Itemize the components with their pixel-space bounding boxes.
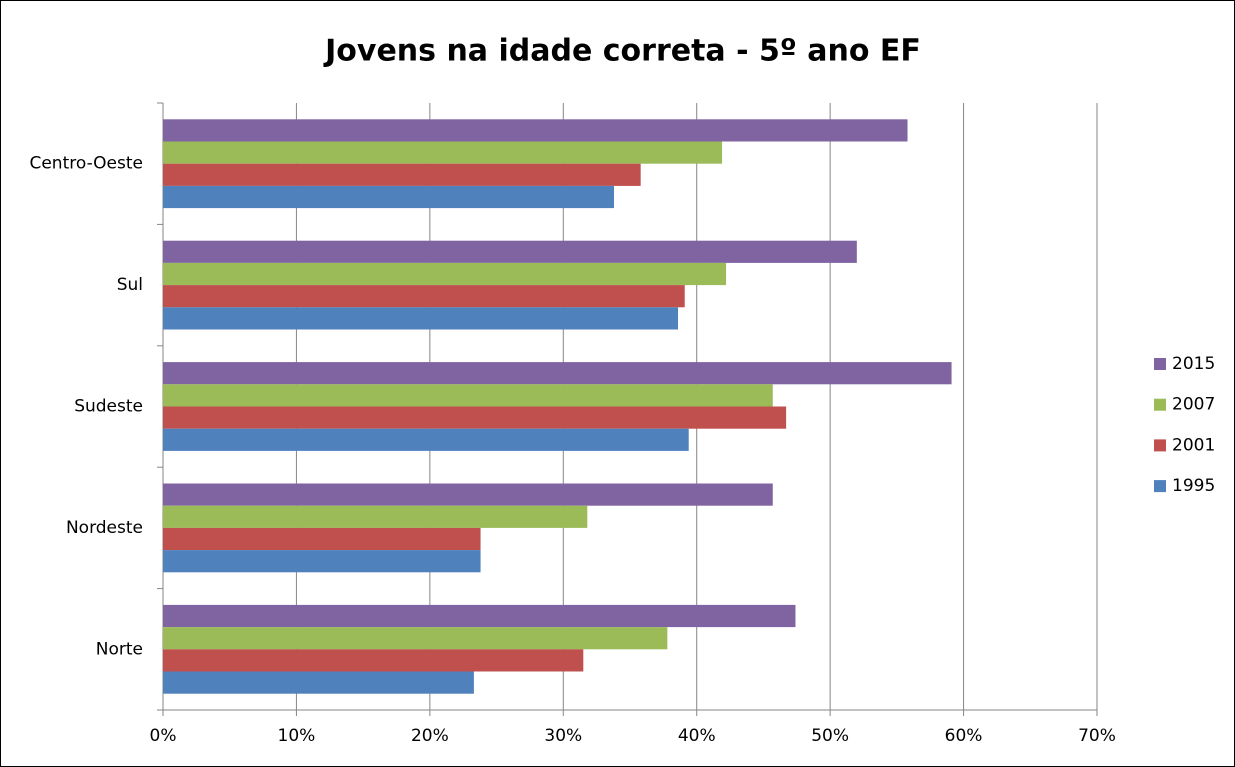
x-tick-label: 60%: [945, 726, 983, 746]
legend-swatch: [1154, 439, 1166, 452]
bar: [163, 285, 685, 308]
x-tick-label: 70%: [1078, 726, 1116, 746]
legend-label: 1995: [1172, 476, 1215, 496]
legend-swatch: [1154, 398, 1166, 411]
bar: [163, 119, 908, 142]
bar: [163, 550, 481, 573]
bar: [163, 163, 641, 186]
bar: [163, 406, 787, 429]
bar: [163, 483, 773, 506]
bar: [163, 185, 614, 209]
bar: [163, 627, 668, 650]
legend-label: 2001: [1172, 435, 1215, 455]
bar: [163, 527, 481, 551]
bar: [163, 262, 727, 286]
x-tick-label: 40%: [678, 726, 716, 746]
bar: [163, 362, 952, 385]
bar: [163, 384, 773, 407]
bar: [163, 240, 857, 263]
legend-swatch: [1154, 358, 1166, 370]
bar: [163, 671, 474, 694]
bar: [163, 604, 796, 628]
x-tick-label: 20%: [411, 726, 449, 746]
bar: [163, 505, 588, 528]
y-tick-label: Sudeste: [74, 397, 143, 417]
y-tick-label: Centro-Oeste: [29, 154, 143, 174]
x-tick-label: 10%: [278, 726, 316, 746]
bar: [163, 428, 689, 451]
y-tick-label: Sul: [117, 275, 143, 295]
bar: [163, 307, 679, 330]
legend-swatch: [1154, 480, 1166, 493]
chart-title: Jovens na idade correta - 5º ano EF: [323, 34, 921, 69]
bar: [163, 141, 723, 164]
bar: [163, 649, 584, 672]
legend-label: 2007: [1172, 395, 1215, 415]
legend-label: 2015: [1172, 354, 1215, 374]
x-tick-label: 0%: [150, 726, 177, 746]
x-tick-label: 30%: [544, 726, 582, 746]
x-tick-label: 50%: [811, 726, 849, 746]
y-tick-label: Norte: [96, 639, 143, 659]
y-tick-label: Nordeste: [66, 518, 143, 538]
